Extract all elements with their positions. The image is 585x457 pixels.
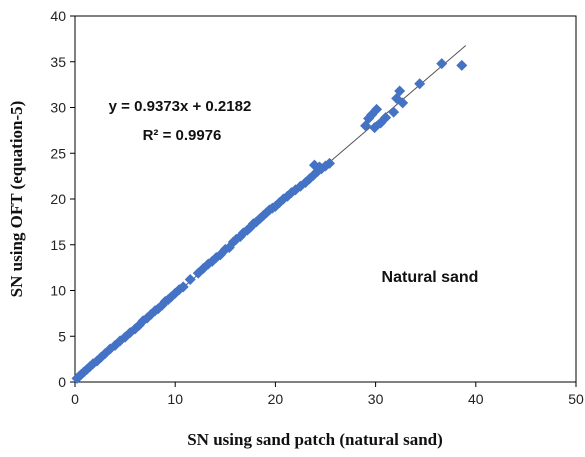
data-point <box>456 59 468 71</box>
data-point <box>119 331 131 343</box>
data-point <box>414 78 426 90</box>
data-point <box>397 97 409 109</box>
y-axis-title: SN using OFT (equation-5) <box>7 101 26 298</box>
x-tick-label: 10 <box>167 391 183 407</box>
y-tick-label: 30 <box>50 100 66 116</box>
x-tick-label: 30 <box>368 391 384 407</box>
x-tick-label: 0 <box>71 391 79 407</box>
x-tick-label: 20 <box>268 391 284 407</box>
data-point <box>371 103 383 115</box>
data-points <box>71 58 468 384</box>
y-tick-label: 35 <box>50 54 66 70</box>
data-point <box>184 274 196 286</box>
x-axis-title: SN using sand patch (natural sand) <box>187 430 443 449</box>
data-point <box>394 85 406 97</box>
data-point <box>436 58 448 70</box>
y-tick-label: 20 <box>50 191 66 207</box>
data-point <box>380 112 392 124</box>
data-point <box>388 106 400 118</box>
r-squared-label: R² = 0.9976 <box>143 127 222 144</box>
trendline-equation: y = 0.9373x + 0.2182 <box>109 98 252 115</box>
data-point <box>324 157 336 169</box>
x-tick-label: 40 <box>468 391 484 407</box>
y-tick-label: 15 <box>50 237 66 253</box>
y-tick-label: 40 <box>50 8 66 24</box>
y-tick-label: 25 <box>50 145 66 161</box>
y-tick-label: 10 <box>50 283 66 299</box>
data-point <box>313 161 325 173</box>
plot-area <box>74 15 577 383</box>
data-point <box>177 281 189 293</box>
y-tick-label: 0 <box>58 374 66 390</box>
x-tick-label: 50 <box>568 391 584 407</box>
y-tick-label: 5 <box>58 328 66 344</box>
natural-sand-annotation: Natural sand <box>382 269 479 286</box>
axis-ticks: 0 10 20 30 40 50 0 5 10 15 20 25 30 35 40 <box>50 8 584 407</box>
